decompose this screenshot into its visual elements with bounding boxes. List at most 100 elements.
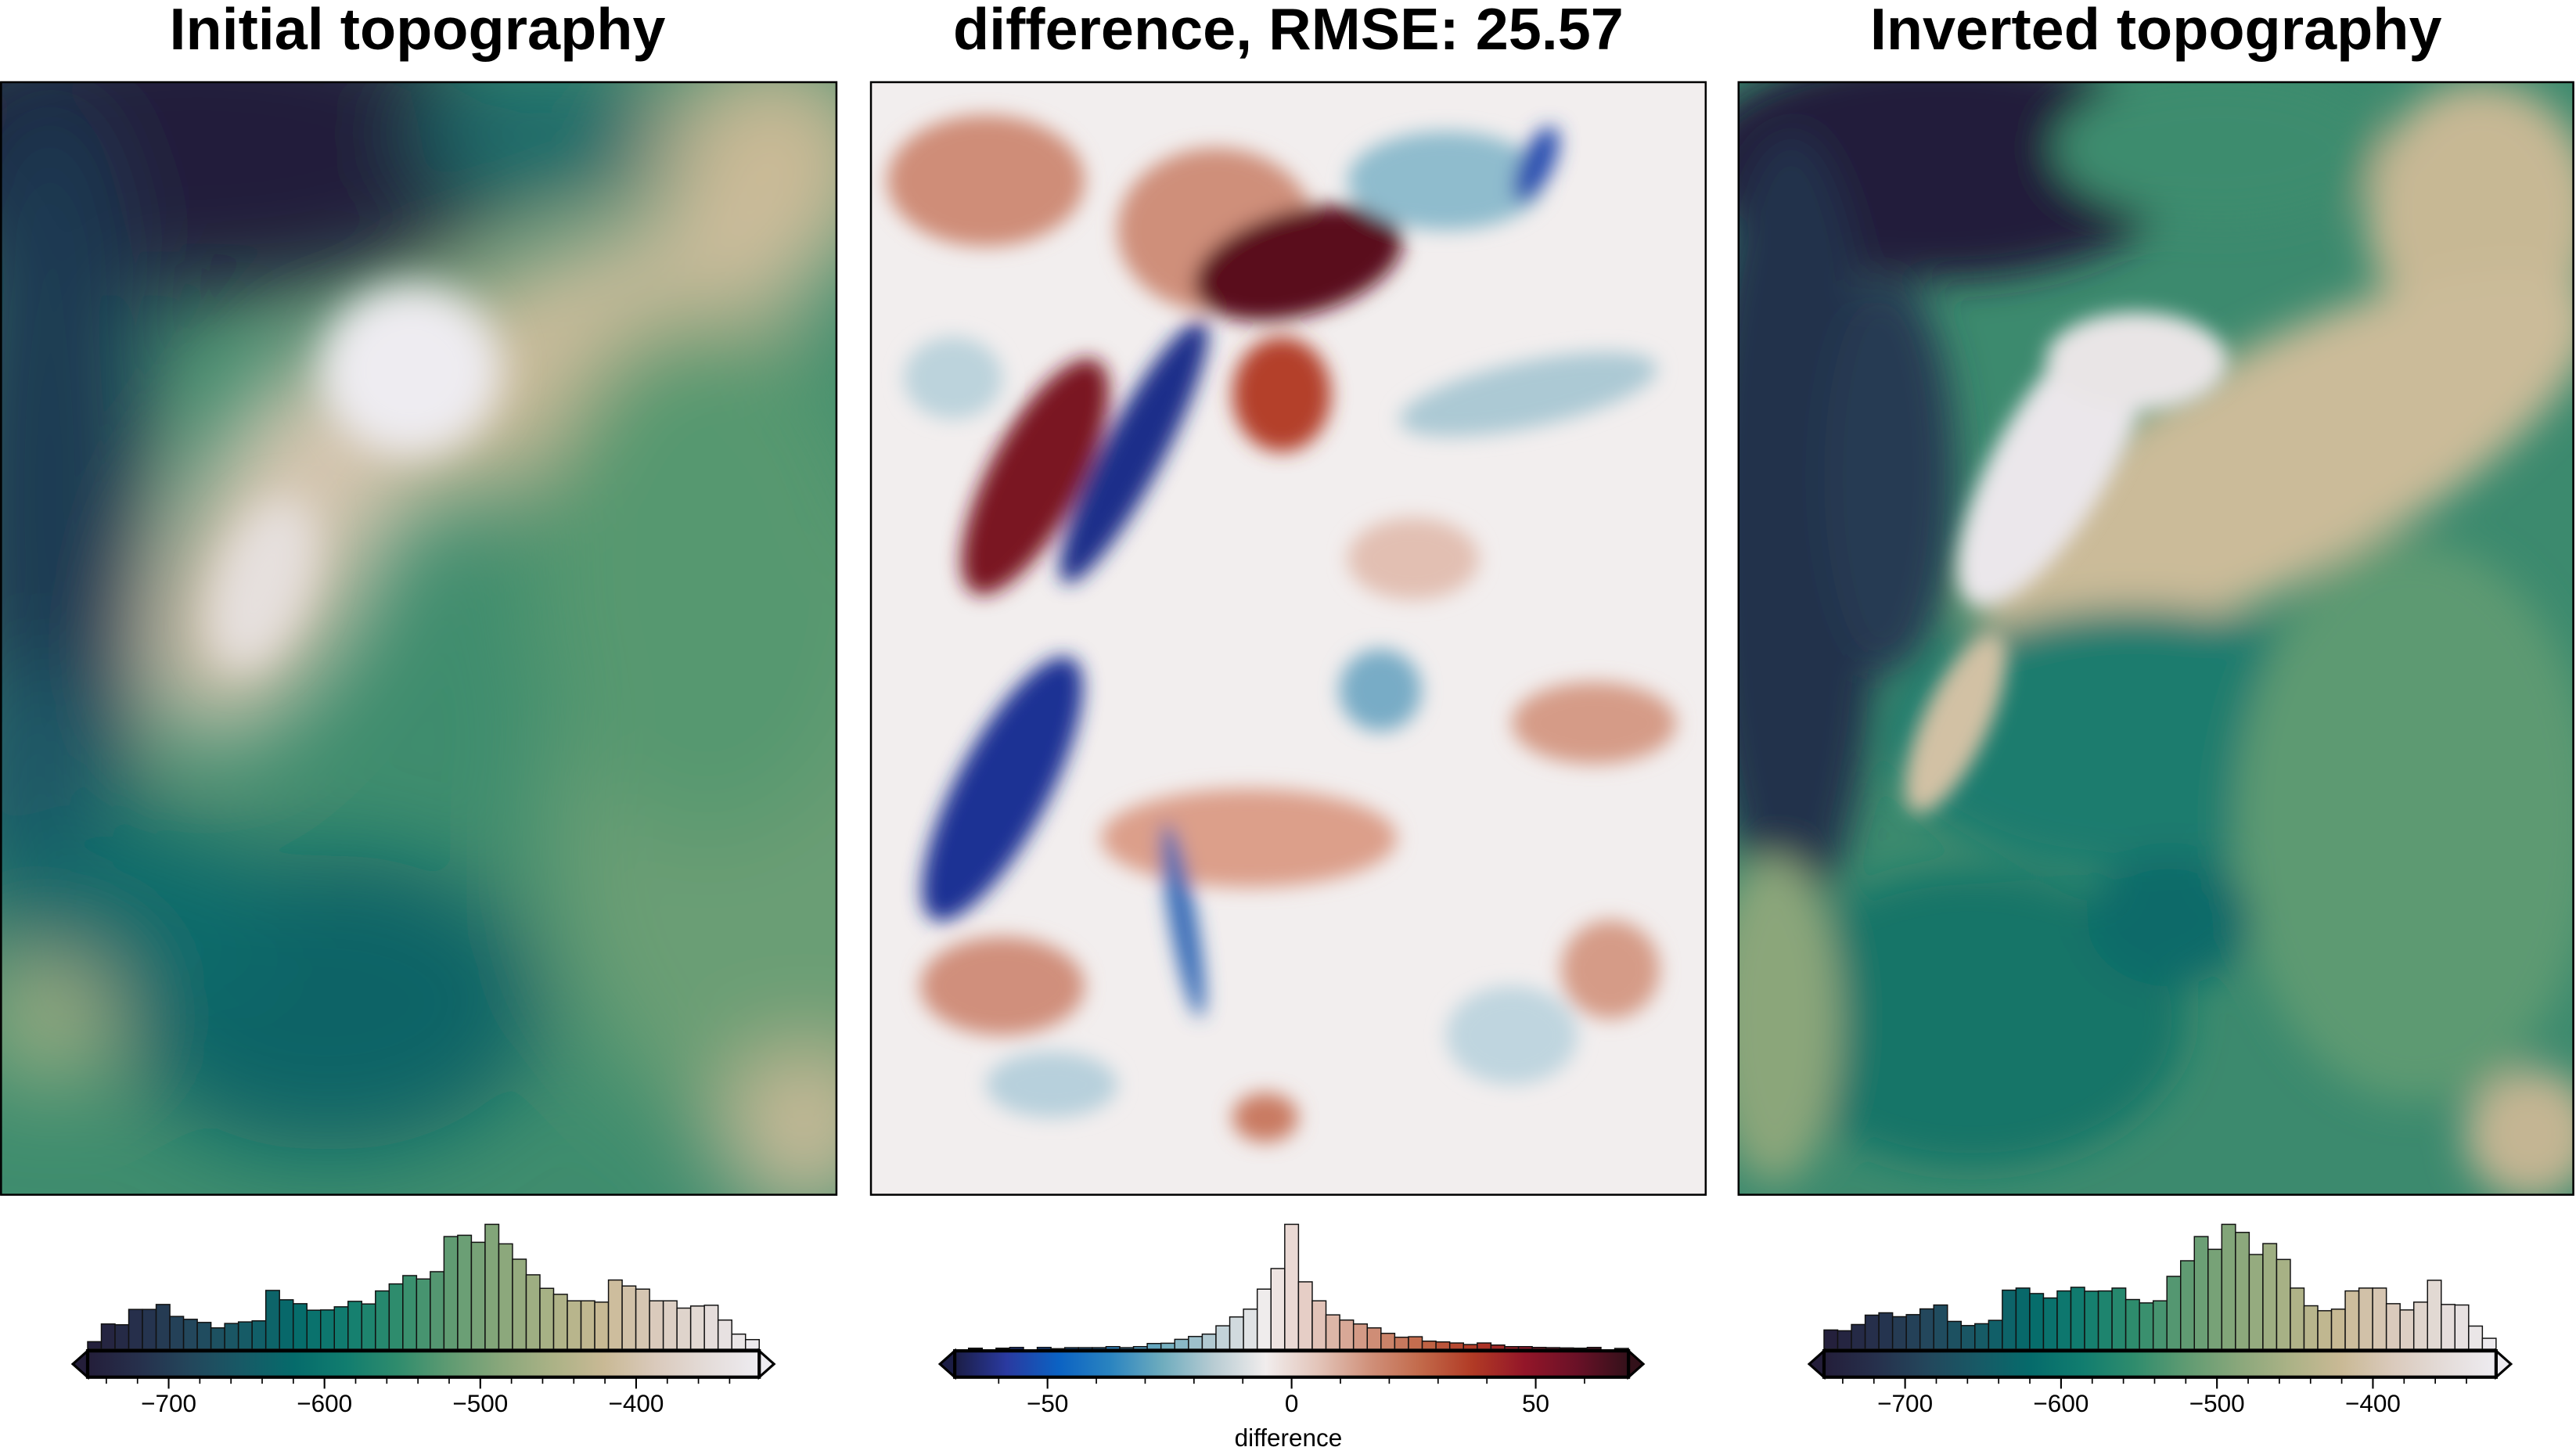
colorbar-tick-label: −400 [2345,1389,2401,1417]
histogram-bar [1201,1334,1217,1350]
colorbar-tick-label: −600 [2033,1389,2089,1417]
histogram-bar [1146,1343,1162,1350]
colorbar-tick-label: −500 [2189,1389,2245,1417]
histogram-bar [443,1236,459,1350]
histogram-bar [2221,1223,2236,1350]
histogram-bar [1009,1346,1024,1350]
histogram-bar [731,1334,747,1350]
histogram-bar [2468,1325,2484,1350]
histogram-bar [1586,1346,1602,1350]
histogram-bar [347,1301,363,1350]
histogram-bar [2029,1293,2045,1350]
histogram-bar [416,1278,431,1350]
colorbar-tick-label: −700 [141,1389,196,1417]
histogram-bar [251,1320,267,1350]
colorbar-tick-label: 0 [1285,1389,1299,1417]
histogram-bar [484,1223,500,1350]
histogram-bar [539,1287,555,1350]
colorbar-initial: −700 −600 −500 −400 [70,1223,776,1417]
histogram-bar [1352,1323,1368,1350]
histogram-bar [1105,1345,1121,1350]
colorbar-tick-label: −50 [1027,1389,1068,1417]
histogram-bar [2276,1258,2291,1350]
histogram-bar [2139,1302,2154,1350]
histogram-bar [1229,1316,1244,1350]
histogram-bar [237,1321,253,1350]
histogram-bar [1078,1347,1093,1350]
histogram-bar [196,1322,212,1350]
histogram-bar [224,1323,239,1350]
histogram-bar [2399,1309,2415,1350]
histogram-bar [114,1324,130,1350]
histogram-bar [2303,1305,2319,1350]
histogram-bar [1545,1347,1560,1350]
histogram-bar [1256,1288,1272,1350]
histogram-bar [1092,1347,1107,1350]
histogram-bar [292,1303,308,1350]
histogram-bar [1462,1344,1478,1350]
histogram-bar [1448,1342,1464,1350]
histogram-bar [1243,1308,1258,1350]
colorbar-bar [953,1349,1631,1379]
histogram-bar [2441,1304,2456,1350]
colorbar-difference: −50 0 50 [937,1223,1646,1417]
histogram-bar [2481,1337,2497,1350]
histogram-bar [1160,1342,1176,1350]
histogram-bar [580,1300,595,1350]
inverted-topography-map [1738,81,2574,1195]
colorbar-bar [85,1349,761,1379]
histogram-bar [1823,1329,1839,1350]
histogram-bar [402,1275,418,1350]
histogram-bar [1490,1344,1506,1350]
histogram-bar [128,1308,143,1350]
colorbar-tick-label: −700 [1877,1389,1933,1417]
colorbar-tick-label: 50 [1522,1389,1549,1417]
colorbar-label-difference: difference [1235,1424,1343,1447]
histogram-bar [375,1290,390,1350]
colorbar-extend-high-triangle [2495,1348,2513,1380]
histogram-bar [594,1301,610,1350]
histogram-bar [635,1288,650,1350]
histogram-bar [2427,1280,2442,1350]
histogram-bar [1421,1341,1437,1350]
histogram-bar [2207,1248,2223,1350]
histogram-bar [512,1258,527,1350]
histogram-bar [1366,1327,1382,1350]
panel-title-difference: difference, RMSE: 25.57 [953,0,1624,63]
histogram-bar [155,1304,171,1350]
histogram-bar [1325,1314,1340,1350]
histogram-bar [1974,1323,1990,1350]
histogram-bar [2358,1287,2373,1350]
histogram-bar [525,1274,541,1350]
histogram-bar [1947,1320,1963,1350]
histogram-bar [1573,1347,1588,1350]
difference-map-frame [869,81,1707,1196]
histogram-bar [320,1309,336,1350]
histogram-bar [182,1319,198,1350]
colorbar-tick-label: −500 [452,1389,508,1417]
histogram-bar [2385,1303,2401,1350]
histogram-bar [717,1319,732,1350]
histogram-bar [2166,1276,2182,1350]
histogram-bar [210,1327,225,1350]
histogram-bar [2290,1287,2305,1350]
histogram-bar [1504,1345,1520,1350]
histogram-bar [1311,1300,1327,1350]
histogram-bar [621,1285,637,1350]
histogram-bar [457,1234,473,1350]
histogram-bar [388,1283,404,1350]
histogram-bar [2124,1298,2140,1350]
histogram-bar [2152,1300,2168,1350]
histogram-bar [1864,1314,1880,1350]
histogram-bar [2179,1260,2195,1350]
histogram-bar [744,1339,760,1350]
histogram-bar [1284,1223,1300,1350]
histogram-bar [1408,1336,1423,1350]
histogram-bar [306,1309,322,1350]
histogram-bar [2372,1287,2387,1350]
histogram-bar [1919,1308,1934,1350]
histogram-bar [498,1243,513,1350]
histogram-bar [2042,1297,2058,1350]
histogram-bar [2317,1310,2333,1350]
